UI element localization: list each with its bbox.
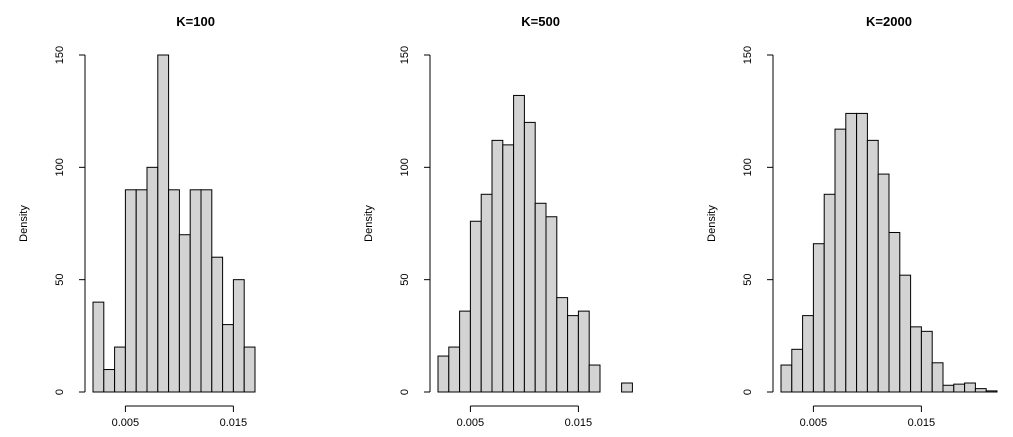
y-tick-label: 0 — [399, 389, 411, 395]
bar — [856, 112, 868, 393]
bar — [135, 189, 148, 393]
bar — [92, 301, 105, 393]
bar — [124, 189, 137, 393]
y-tick-label: 150 — [742, 46, 754, 64]
y-tick-label: 100 — [742, 158, 754, 176]
bar — [556, 297, 569, 393]
x-tick-label: 0.005 — [112, 417, 140, 429]
bar — [480, 193, 493, 393]
bar — [114, 346, 126, 393]
bar — [211, 256, 224, 393]
bar — [523, 121, 536, 393]
bar — [459, 310, 471, 393]
x-tick-label: 0.005 — [800, 417, 828, 429]
bar — [845, 112, 858, 393]
bar — [232, 279, 245, 393]
bar — [567, 315, 579, 393]
bar — [577, 310, 590, 393]
bar — [146, 166, 159, 393]
bar — [985, 390, 998, 393]
x-tick-label: 0.015 — [908, 417, 936, 429]
bar — [780, 364, 793, 393]
bar — [942, 384, 955, 393]
bar — [178, 234, 191, 393]
bar — [200, 189, 213, 393]
bar — [974, 388, 987, 393]
bar — [812, 243, 825, 393]
y-tick-label: 50 — [742, 274, 754, 286]
y-tick-label: 0 — [742, 389, 754, 395]
chart-title: K=2000 — [866, 14, 912, 29]
bar — [834, 128, 847, 393]
chart-title: K=500 — [521, 14, 560, 29]
y-tick-label: 50 — [54, 274, 66, 286]
bar — [469, 220, 482, 393]
bar — [791, 348, 804, 393]
y-axis-label: Density — [363, 205, 375, 242]
bar — [953, 383, 966, 393]
bar — [877, 173, 890, 393]
bar — [866, 139, 879, 393]
bar — [910, 326, 922, 393]
bar — [920, 330, 933, 393]
bar — [931, 362, 944, 393]
bar — [448, 346, 461, 393]
bar — [513, 94, 525, 393]
y-tick-label: 100 — [54, 158, 66, 176]
y-axis-label: Density — [706, 205, 718, 242]
y-tick-label: 150 — [54, 46, 66, 64]
y-tick-label: 50 — [399, 274, 411, 286]
bar — [964, 382, 976, 393]
bar — [802, 315, 814, 393]
x-tick-label: 0.015 — [565, 417, 593, 429]
y-tick-label: 0 — [54, 389, 66, 395]
bar — [899, 274, 912, 393]
bar — [545, 216, 558, 393]
bar — [437, 355, 450, 393]
y-tick-label: 100 — [399, 158, 411, 176]
bar — [168, 189, 180, 393]
bar — [222, 324, 234, 393]
chart-title: K=100 — [176, 14, 215, 29]
bar — [621, 382, 633, 393]
bar — [534, 202, 547, 393]
bar — [189, 189, 202, 393]
bar — [888, 231, 901, 393]
bar — [491, 139, 504, 393]
bar — [103, 369, 116, 393]
y-axis-label: Density — [18, 205, 30, 242]
bar — [588, 364, 601, 393]
bar — [157, 54, 170, 393]
bar — [502, 144, 515, 393]
x-tick-label: 0.015 — [220, 417, 248, 429]
bar — [823, 193, 836, 393]
bar — [243, 346, 256, 393]
x-tick-label: 0.005 — [457, 417, 485, 429]
y-tick-label: 150 — [399, 46, 411, 64]
